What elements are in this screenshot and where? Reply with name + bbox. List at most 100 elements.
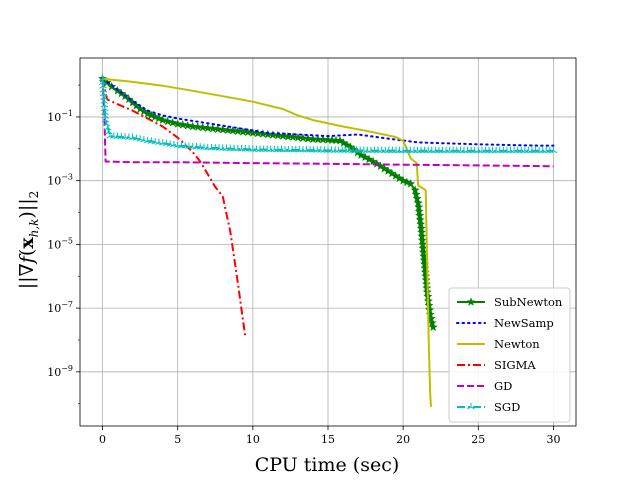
- series-marker: [496, 146, 504, 154]
- y-tick-label: 10−5: [47, 236, 73, 251]
- series-marker: [435, 146, 443, 154]
- series-marker: [470, 146, 479, 154]
- series-marker: [266, 145, 275, 153]
- series-marker: [524, 146, 533, 154]
- series-marker: [438, 146, 447, 154]
- series-marker: [306, 146, 314, 153]
- series-marker: [503, 146, 511, 154]
- y-tick-exp: −9: [61, 364, 73, 373]
- series-marker: [549, 146, 558, 154]
- series-sigma: [101, 78, 247, 337]
- legend-box: [448, 287, 571, 423]
- legend-label: GD: [494, 379, 512, 393]
- series-marker: [223, 125, 233, 135]
- series-marker: [107, 81, 117, 91]
- series-marker: [513, 146, 522, 154]
- series-marker: [387, 168, 397, 178]
- series-newton: [102, 77, 432, 407]
- x-tick-label: 20: [396, 433, 410, 446]
- series-sgd: [98, 74, 558, 154]
- series-marker: [188, 121, 198, 131]
- legend-entry-sigma: SIGMA: [457, 358, 536, 372]
- legend: SubNewton NewSamp Newton SIGMA GD SGD: [448, 287, 571, 423]
- series-marker: [410, 185, 420, 195]
- y-tick-base: 10: [47, 302, 61, 315]
- y-axis-label-x: x: [16, 237, 38, 249]
- series-marker: [139, 106, 149, 116]
- series-marker: [303, 133, 313, 143]
- series-marker: [506, 146, 515, 154]
- series-marker: [368, 156, 378, 166]
- x-tick-label: 25: [471, 433, 485, 446]
- series-marker: [402, 177, 412, 187]
- y-axis-label-pre: ||∇: [16, 263, 38, 289]
- series-marker: [485, 146, 493, 154]
- series-marker: [402, 146, 411, 154]
- series-marker: [481, 146, 490, 154]
- series-marker: [356, 150, 366, 160]
- x-tick-label: 0: [99, 433, 106, 446]
- series-marker: [208, 123, 218, 133]
- series-line-newton: [102, 77, 432, 407]
- series-marker: [374, 146, 382, 154]
- series-marker: [349, 146, 357, 153]
- series-marker: [379, 163, 389, 173]
- x-tick-label: 5: [174, 433, 181, 446]
- y-axis-label-sub: h,k: [27, 219, 41, 238]
- series-marker: [345, 146, 354, 153]
- series-marker: [213, 124, 223, 134]
- series-marker: [431, 146, 440, 154]
- series-marker: [228, 126, 238, 135]
- series-marker: [521, 146, 529, 154]
- series-marker: [360, 152, 370, 162]
- series-marker: [292, 145, 300, 153]
- series-marker: [410, 146, 418, 154]
- series-marker: [270, 145, 279, 153]
- series-marker: [499, 146, 508, 154]
- series-marker: [335, 136, 345, 145]
- y-tick-base: 10: [47, 366, 61, 379]
- series-marker: [406, 146, 415, 154]
- y-axis-label-post: )||: [16, 198, 38, 218]
- series-marker: [295, 146, 304, 153]
- series-marker: [283, 131, 293, 141]
- y-axis-label: ||∇f(xh,k)||2: [16, 191, 41, 290]
- series-marker: [263, 129, 273, 139]
- series-marker: [445, 146, 454, 154]
- series-line-sigma: [101, 78, 247, 337]
- series-marker: [399, 146, 407, 154]
- series-marker: [492, 146, 500, 154]
- y-axis-label-f: f: [16, 253, 38, 265]
- series-marker: [453, 146, 461, 154]
- series-marker: [420, 146, 429, 154]
- series-marker: [442, 146, 450, 154]
- series-marker: [412, 193, 422, 203]
- series-marker: [334, 146, 343, 153]
- series-marker: [356, 146, 364, 153]
- x-axis-label: CPU time (sec): [255, 454, 400, 476]
- series-marker: [542, 146, 551, 154]
- series-marker: [105, 128, 113, 135]
- y-tick-exp: −7: [61, 300, 73, 309]
- series-marker: [424, 146, 432, 154]
- series-marker: [154, 113, 164, 123]
- series-marker: [388, 146, 397, 154]
- legend-entry-newton: Newton: [457, 337, 540, 351]
- x-tick-label: 30: [546, 433, 560, 446]
- series-marker: [488, 146, 497, 154]
- legend-marker: [466, 297, 476, 306]
- y-tick-exp: −5: [61, 236, 73, 245]
- y-tick-label: 10−1: [47, 109, 73, 124]
- series-marker: [463, 146, 472, 154]
- y-tick-exp: −1: [61, 109, 73, 118]
- series-marker: [218, 124, 228, 134]
- series-marker: [413, 146, 422, 154]
- series-marker: [331, 146, 339, 153]
- y-tick-label: 10−7: [47, 300, 73, 315]
- x-axis-ticks: 0 5 10 15 20 25 30: [99, 426, 560, 446]
- series-marker: [364, 154, 374, 164]
- series-marker: [278, 131, 288, 140]
- series-marker: [377, 146, 386, 154]
- series-marker: [284, 145, 293, 153]
- legend-label: SGD: [494, 400, 520, 414]
